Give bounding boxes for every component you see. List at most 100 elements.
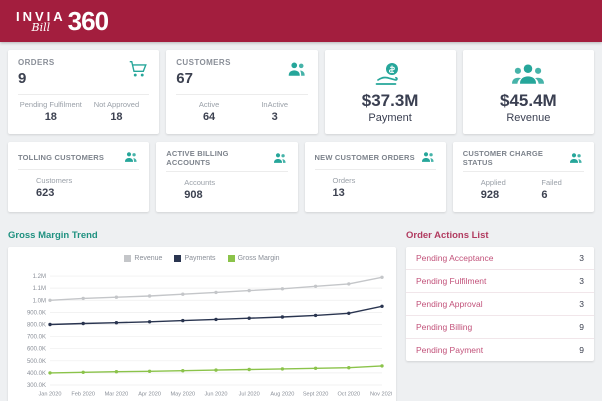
svg-text:Feb 2020: Feb 2020: [71, 392, 95, 398]
stat-title: NEW CUSTOMER ORDERS: [314, 152, 415, 162]
payment-value: $37.3M: [361, 90, 419, 110]
gross-margin-section: Gross Margin Trend Revenue Payments Gros…: [8, 230, 396, 401]
legend-swatch: [174, 254, 182, 262]
users-icon: [420, 149, 436, 165]
svg-text:Jul 2020: Jul 2020: [239, 392, 260, 398]
stat-title: CUSTOMER CHARGE STATUS: [462, 149, 544, 167]
action-label: Pending Payment: [416, 345, 484, 355]
svg-text:Jun 2020: Jun 2020: [204, 392, 227, 398]
action-value: 9: [579, 345, 584, 355]
orders-title: ORDERS: [18, 58, 55, 67]
svg-text:1.2M: 1.2M: [33, 274, 46, 280]
customers-sub-value: 64: [202, 111, 216, 123]
trend-line-chart: 300.0K 400.0K 500.0K 600.0K 700.0K 800.0K 900.…: [27, 274, 392, 398]
action-value: 3: [579, 253, 584, 263]
legend-swatch: [124, 254, 132, 262]
chart-legend: Revenue Payments Gross Margin: [12, 252, 392, 264]
stat-title: TOLLING CUSTOMERS: [18, 152, 105, 162]
svg-text:Apr 2020: Apr 2020: [138, 392, 161, 398]
action-label: Pending Fulfilment: [416, 276, 487, 286]
stat-card-tolling-customers: TOLLING CUSTOMERS Customers 623: [8, 142, 150, 212]
stat-title: ACTIVE BILLING ACCOUNTS: [166, 149, 229, 167]
legend-label: Revenue: [134, 254, 163, 262]
legend-label: Gross Margin: [237, 254, 280, 262]
svg-text:Sept 2020: Sept 2020: [303, 392, 329, 398]
customers-value: 67: [176, 70, 193, 87]
stat-sub-label: Customers: [36, 176, 73, 185]
orders-sub-value: 18: [110, 111, 123, 123]
revenue-value: $45.4M: [500, 90, 557, 110]
users-icon: [272, 150, 288, 166]
action-row-pending-fulfilment[interactable]: Pending Fulfilment 3: [406, 270, 594, 293]
action-value: 3: [579, 276, 584, 286]
svg-text:May 2020: May 2020: [171, 392, 196, 398]
stat-sub-label: Applied: [480, 178, 506, 187]
users-icon: [123, 149, 139, 165]
stat-sub-value: 928: [480, 189, 500, 201]
action-value: 9: [579, 322, 584, 332]
svg-text:800.0K: 800.0K: [27, 322, 46, 328]
svg-text:1.0M: 1.0M: [33, 298, 46, 304]
svg-text:500.0K: 500.0K: [27, 359, 46, 365]
orders-card: ORDERS 9 Pending Fulfilment 18: [8, 50, 160, 134]
order-actions-list: Pending Acceptance 3 Pending Fulfilment …: [406, 247, 594, 361]
legend-item-revenue[interactable]: Revenue: [124, 254, 163, 262]
stat-row: TOLLING CUSTOMERS Customers 623 ACTIVE B…: [8, 142, 594, 212]
orders-sub-value: 18: [44, 111, 57, 123]
brand-number: 360: [67, 5, 109, 36]
svg-text:600.0K: 600.0K: [27, 347, 46, 353]
svg-text:300.0K: 300.0K: [27, 383, 46, 389]
action-label: Pending Approval: [416, 299, 483, 309]
customers-sub-label: Active: [198, 100, 220, 109]
order-actions-section: Order Actions List Pending Acceptance 3 …: [406, 230, 594, 401]
revenue-card: $45.4M Revenue: [462, 50, 594, 134]
legend-item-payments[interactable]: Payments: [174, 254, 216, 262]
orders-sub-label: Not Approved: [93, 100, 140, 109]
customers-title: CUSTOMERS: [176, 58, 231, 67]
app-header: INVIA Bill 360: [0, 0, 602, 42]
svg-text:Aug 2020: Aug 2020: [270, 392, 294, 398]
users-icon: [568, 150, 584, 166]
stat-card-new-customer-orders: NEW CUSTOMER ORDERS Orders 13: [304, 142, 446, 212]
svg-text:1.1M: 1.1M: [33, 286, 46, 292]
action-label: Pending Billing: [416, 322, 473, 332]
orders-value: 9: [18, 70, 27, 87]
stat-sub-label: Failed: [541, 178, 562, 187]
svg-text:Mar 2020: Mar 2020: [105, 392, 129, 398]
stat-sub-label: Orders: [332, 176, 356, 185]
stat-sub-value: 623: [36, 187, 55, 199]
customers-card: CUSTOMERS 67 Active 64: [166, 50, 318, 134]
svg-text:400.0K: 400.0K: [27, 371, 46, 377]
action-row-pending-acceptance[interactable]: Pending Acceptance 3: [406, 247, 594, 270]
action-row-pending-payment[interactable]: Pending Payment 9: [406, 339, 594, 361]
stat-card-active-billing-accounts: ACTIVE BILLING ACCOUNTS Accounts 908: [156, 142, 298, 212]
svg-text:Jan 2020: Jan 2020: [38, 392, 61, 398]
legend-item-gross-margin[interactable]: Gross Margin: [227, 254, 280, 262]
stat-sub-value: 6: [541, 189, 548, 201]
cart-icon: [127, 58, 149, 80]
users-icon: [286, 58, 308, 80]
revenue-label: Revenue: [506, 111, 551, 124]
app-logo: INVIA Bill 360: [16, 5, 109, 37]
payment-label: Payment: [368, 111, 412, 124]
chart-section-title: Gross Margin Trend: [8, 230, 98, 241]
action-value: 3: [579, 299, 584, 309]
action-row-pending-billing[interactable]: Pending Billing 9: [406, 316, 594, 339]
legend-label: Payments: [184, 254, 216, 262]
kpi-row: ORDERS 9 Pending Fulfilment 18: [8, 50, 594, 134]
brand-script: Bill: [31, 20, 51, 34]
customers-sub-value: 3: [271, 111, 278, 123]
revenue-group-icon: [511, 61, 545, 87]
legend-swatch: [227, 254, 235, 262]
orders-sub-label: Pending Fulfilment: [19, 100, 82, 109]
action-label: Pending Acceptance: [416, 253, 494, 263]
svg-text:700.0K: 700.0K: [27, 335, 46, 341]
customers-sub-label: InActive: [261, 100, 289, 109]
payment-icon: [374, 61, 406, 87]
action-row-pending-approval[interactable]: Pending Approval 3: [406, 293, 594, 316]
svg-text:Nov 2020: Nov 2020: [370, 392, 392, 398]
stat-sub-value: 13: [332, 187, 345, 199]
stat-card-customer-charge-status: CUSTOMER CHARGE STATUS Applied 928 Faile…: [452, 142, 594, 212]
payment-card: $37.3M Payment: [324, 50, 456, 134]
stat-sub-label: Accounts: [184, 178, 216, 187]
